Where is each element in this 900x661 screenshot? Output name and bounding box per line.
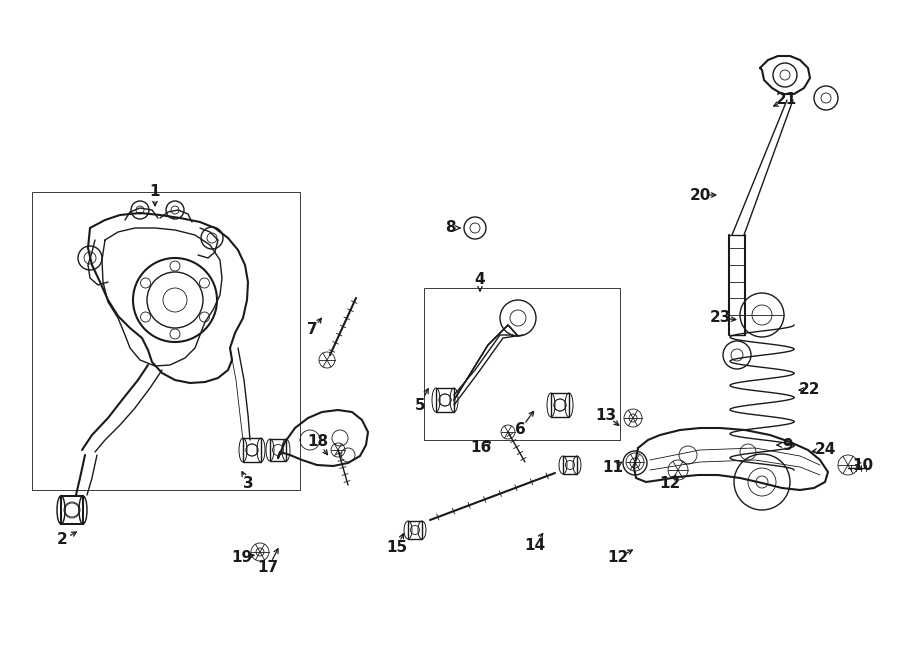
Text: 14: 14 xyxy=(525,537,545,553)
Text: 24: 24 xyxy=(814,442,836,457)
Text: 9: 9 xyxy=(783,438,793,453)
Text: 21: 21 xyxy=(776,93,796,108)
Bar xyxy=(436,388,454,412)
Text: 11: 11 xyxy=(602,461,624,475)
Text: 12: 12 xyxy=(608,551,628,566)
Text: 5: 5 xyxy=(415,397,426,412)
Bar xyxy=(408,521,422,539)
Bar xyxy=(61,496,83,524)
Bar xyxy=(270,439,286,461)
Text: 19: 19 xyxy=(231,551,253,566)
Bar xyxy=(32,192,300,490)
Text: 10: 10 xyxy=(852,457,874,473)
Text: 20: 20 xyxy=(689,188,711,202)
Text: 4: 4 xyxy=(474,272,485,288)
Text: 8: 8 xyxy=(445,221,455,235)
Bar xyxy=(243,438,261,462)
Text: 7: 7 xyxy=(307,323,318,338)
Text: 18: 18 xyxy=(308,434,328,449)
Text: 23: 23 xyxy=(709,311,731,325)
Text: 17: 17 xyxy=(257,561,279,576)
Bar xyxy=(563,456,577,474)
Text: 16: 16 xyxy=(471,440,491,455)
Text: 2: 2 xyxy=(57,533,68,547)
Text: 22: 22 xyxy=(799,383,821,397)
Bar xyxy=(424,288,620,440)
Bar xyxy=(551,393,569,417)
Text: 12: 12 xyxy=(660,475,680,490)
Text: 1: 1 xyxy=(149,184,160,200)
Text: 6: 6 xyxy=(515,422,526,438)
Text: 15: 15 xyxy=(386,541,408,555)
Text: 3: 3 xyxy=(243,475,253,490)
Text: 13: 13 xyxy=(596,407,617,422)
